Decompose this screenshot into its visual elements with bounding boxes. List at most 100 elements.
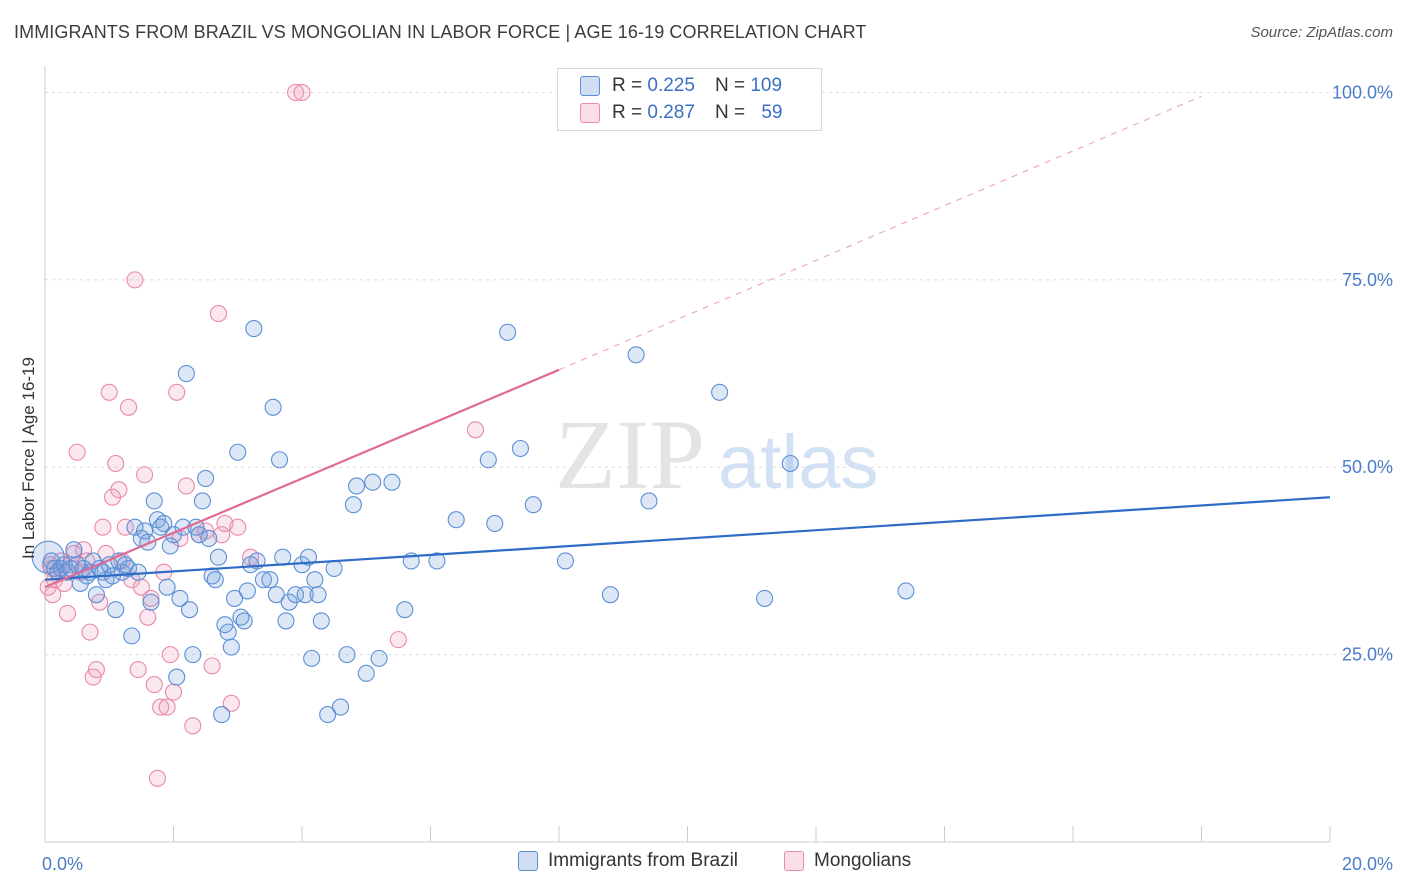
brazil-point — [396, 601, 414, 619]
brazil-point — [781, 454, 799, 473]
brazil-point — [200, 529, 218, 547]
brazil-point — [235, 612, 253, 630]
brazil-point — [177, 365, 195, 383]
brazil-point — [267, 586, 285, 604]
brazil-point — [213, 706, 231, 724]
brazil-point — [274, 548, 292, 566]
brazil-point — [277, 612, 295, 630]
brazil-point — [142, 593, 160, 611]
mongolians-point — [203, 657, 221, 675]
brazil-point — [190, 526, 208, 544]
brazil-point — [486, 514, 504, 533]
brazil-point — [219, 623, 237, 641]
brazil-point — [197, 469, 215, 488]
mongolians-point — [161, 646, 179, 664]
mongolians-point — [184, 717, 202, 735]
mongolians-points — [39, 83, 485, 787]
y-tick-labels: 25.0% 50.0% 75.0% 100.0% — [1332, 82, 1393, 664]
chart-title: IMMIGRANTS FROM BRAZIL VS MONGOLIAN IN L… — [14, 22, 867, 42]
brazil-point — [325, 559, 343, 577]
brazil-point — [296, 586, 314, 604]
brazil-point — [158, 578, 176, 596]
x-tick-label: 20.0% — [1342, 854, 1393, 874]
brazil-point — [155, 514, 173, 533]
mongolians-point — [148, 769, 166, 787]
brazil-point — [136, 522, 154, 540]
mongolians-legend-icon — [784, 851, 804, 871]
bottom-legend-mongolians-label: Mongolians — [814, 850, 912, 871]
brazil-point — [348, 477, 366, 495]
brazil-point — [511, 439, 530, 458]
brazil-point — [245, 320, 263, 338]
brazil-point — [447, 511, 465, 529]
mongolians-point — [389, 631, 407, 649]
brazil-point — [756, 589, 774, 607]
brazil-point — [87, 586, 105, 604]
legend-n-value: 109 — [750, 75, 783, 96]
brazil-point — [171, 589, 189, 607]
brazil-point — [222, 638, 240, 656]
mongolians-point — [126, 271, 144, 289]
brazil-point — [238, 582, 256, 600]
brazil-point — [897, 582, 915, 600]
brazil-point — [145, 492, 163, 510]
watermark-zip: ZIP — [555, 399, 705, 510]
brazil-point — [181, 601, 199, 619]
mongolians-point — [164, 683, 183, 701]
mongolians-point — [87, 661, 105, 679]
mongolians-point — [209, 305, 228, 323]
brazil-point — [370, 649, 388, 667]
brazil-point — [193, 492, 211, 510]
mongolians-point — [145, 676, 163, 694]
brazil-point — [479, 451, 497, 469]
brazil-point — [556, 552, 574, 570]
brazil-point — [711, 383, 729, 401]
y-axis-label: In Labor Force | Age 16-19 — [19, 357, 38, 559]
axes — [44, 66, 1331, 843]
mongolians-trend-line — [44, 368, 560, 589]
brazil-point — [261, 571, 279, 589]
legend-row-mongolians: R = 0.287 N = 59 — [580, 100, 782, 126]
mongolians-point — [152, 698, 170, 716]
brazil-point — [287, 586, 305, 604]
legend-r-value: 0.225 — [647, 75, 695, 96]
brazil-point — [524, 496, 542, 514]
brazil-point — [383, 473, 401, 491]
legend-r-label: R = — [612, 75, 643, 96]
x-tick-labels: 0.0% 20.0% — [42, 854, 1393, 874]
legend-row-brazil: R = 0.225 N = 109 — [580, 73, 782, 99]
brazil-point — [123, 627, 141, 645]
brazil-point — [107, 601, 125, 619]
brazil-point — [312, 612, 330, 630]
mongolians-point — [44, 586, 62, 604]
mongolians-point — [466, 421, 485, 439]
mongolians-point — [75, 541, 93, 559]
brazil-point — [357, 664, 375, 682]
brazil-point — [499, 323, 517, 341]
brazil-point — [299, 548, 317, 566]
brazil-point — [161, 537, 179, 555]
mongolians-point — [177, 477, 195, 495]
brazil-point — [303, 649, 321, 667]
bottom-legend-brazil-label: Immigrants from Brazil — [548, 850, 739, 871]
brazil-point — [601, 586, 619, 604]
bottom-legend-mongolians: Mongolians — [784, 850, 911, 872]
mongolians-point — [216, 514, 234, 533]
gridlines — [45, 91, 1392, 656]
brazil-point — [364, 473, 382, 491]
legend-n-value: 59 — [761, 102, 783, 123]
brazil-trend-line — [44, 496, 1331, 581]
mongolians-point — [293, 83, 311, 102]
brazil-point — [229, 443, 247, 461]
y-tick-label: 75.0% — [1342, 270, 1393, 290]
brazil-legend-icon — [518, 851, 538, 871]
mongolians-point — [158, 698, 176, 716]
y-tick-label: 100.0% — [1332, 82, 1393, 102]
brazil-points — [31, 320, 915, 724]
brazil-point — [428, 552, 446, 570]
x-tick-label: 0.0% — [42, 854, 83, 874]
mongolians-point — [129, 661, 147, 679]
brazil-point — [209, 548, 228, 566]
mongolians-point — [222, 694, 240, 712]
mongolians-point — [139, 608, 157, 626]
